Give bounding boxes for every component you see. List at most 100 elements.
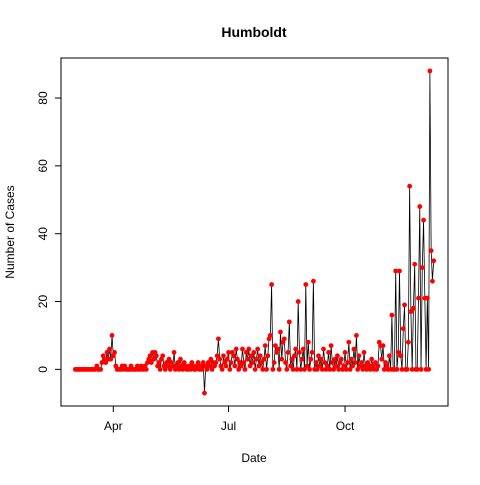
data-point [228,360,234,365]
data-point [430,278,435,284]
data-point [219,366,225,372]
data-point [240,346,245,352]
data-point [202,390,207,396]
data-point [109,333,115,338]
data-point [298,366,304,372]
data-point [367,366,373,372]
data-point [262,343,268,349]
data-point [270,366,276,372]
data-point [408,309,414,315]
data-point [285,350,291,355]
data-point [103,360,109,365]
data-point [252,366,258,372]
data-point [279,356,285,362]
data-point [107,346,112,352]
data-point [328,343,334,349]
data-point [171,350,177,355]
data-point [297,350,302,355]
data-point [303,282,309,287]
data-point [245,356,250,362]
data-point [180,366,186,372]
data-point [419,265,425,271]
data-point [336,366,342,372]
data-point [355,366,361,372]
data-point [380,343,386,349]
data-point [276,366,282,372]
data-point [250,360,256,365]
x-axis-label: Date [241,451,267,465]
data-point [151,356,157,362]
data-point [309,350,315,355]
data-point [347,366,353,372]
data-point [402,302,407,308]
data-point [260,366,266,372]
data-point [354,333,359,338]
data-point [324,363,330,369]
data-point [98,366,104,372]
data-point [421,217,426,223]
y-axis-label: Number of Cases [3,185,17,278]
chart-title: Humboldt [221,24,287,40]
data-point [255,346,261,352]
data-point [224,356,230,362]
data-point [342,350,348,355]
data-point [275,346,281,352]
data-point [216,336,221,342]
data-point [284,366,290,372]
data-point [199,366,205,372]
data-point [414,366,420,372]
data-point [411,305,416,311]
data-point [307,366,312,372]
data-point [143,366,149,372]
data-point [346,339,352,345]
data-point [398,353,404,359]
data-point [308,356,314,362]
data-point [291,353,297,359]
data-point [416,295,421,301]
data-point [400,326,406,332]
data-point [343,366,349,372]
data-point [316,353,321,359]
data-point [295,299,301,304]
data-point [426,366,432,372]
data-point [112,350,117,355]
y-tick-label: 20 [36,295,50,309]
data-point [369,356,375,362]
data-point [428,248,434,254]
data-point [178,356,183,362]
x-tick-label: Oct [336,419,355,433]
data-point [248,353,254,359]
data-point [299,356,305,362]
data-point [288,363,293,369]
data-point [338,356,344,362]
data-point [242,366,248,372]
data-point [290,366,296,372]
data-point [321,346,326,352]
data-point [160,353,166,359]
data-point [256,363,262,369]
data-point [329,360,335,365]
data-point [317,363,323,369]
data-point [332,356,338,362]
data-point [165,363,171,369]
data-point [375,363,381,369]
data-point [259,360,264,365]
data-point [170,363,176,369]
data-point [294,366,300,372]
data-point [267,333,273,338]
data-point [379,356,385,362]
data-point [207,363,212,369]
data-point [348,356,354,362]
data-point [302,366,307,372]
y-tick-label: 80 [36,91,50,105]
data-point [246,346,252,352]
data-point [361,350,367,355]
data-point [176,366,182,372]
data-point [108,356,114,362]
data-point [226,350,231,355]
data-point [341,363,347,369]
data-point [300,346,306,352]
data-point [373,360,378,365]
data-point [399,366,405,372]
data-point [221,353,226,359]
